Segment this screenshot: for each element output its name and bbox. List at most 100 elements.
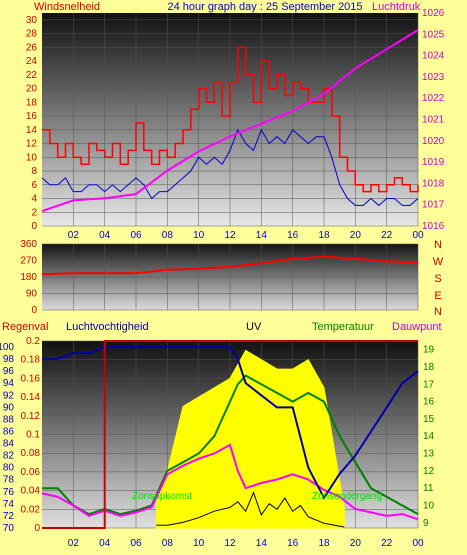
y2-tick-label: 1023 [422,72,445,83]
uv-area [155,349,345,529]
humidity-tick-label: 88 [3,414,15,425]
temperature-tick-label: 14 [423,431,435,442]
x-tick-label: 20 [350,538,362,549]
temperature-tick-label: 10 [423,500,435,511]
x-tick-label: 10 [193,230,205,241]
humidity-tick-label: 98 [3,354,15,365]
humidity-label: Luchtvochtigheid [66,321,149,333]
x-tick-label: 22 [381,538,393,549]
y2-tick-label: 1019 [422,157,445,168]
time-axis-bottom: 02 04 06 08 10 12 14 16 18 20 22 00 [68,538,424,549]
climate-panel-series [41,340,419,529]
y2-tick-label: 1026 [422,8,445,19]
direction-letter-s: S [434,273,441,285]
y-tick-label: 14 [26,125,38,136]
humidity-tick-label: 72 [3,511,15,522]
y2-tick-label: 1021 [422,115,445,126]
temperature-tick-label: 18 [423,362,435,373]
x-tick-label: 02 [68,538,80,549]
y-tick-label: 24 [26,56,38,67]
x-tick-label: 04 [99,538,111,549]
x-tick-label: 16 [287,538,299,549]
y-tick-label: 360 [20,239,37,250]
y-tick-label: 12 [26,139,38,150]
x-tick-label: 08 [162,538,174,549]
temperature-tick-label: 13 [423,449,435,460]
humidity-tick-label: 84 [3,439,15,450]
rain-label: Regenval [2,321,48,333]
y-tick-label: 4 [31,194,37,205]
wind-speed-label: Windsnelheid [34,1,100,13]
y-tick-label: 6 [31,180,37,191]
wind-avg-line [41,128,419,207]
dewpoint-line [41,443,419,521]
y-tick-label: 8 [31,166,37,177]
direction-letter-n: N [434,239,442,251]
rain-axis: 0 0.02 0.04 0.06 0.08 0.1 0.12 0.14 0.16 0.18 0.2 [21,336,41,534]
y-tick-label: 0 [31,221,37,232]
temperature-axis: 9 10 11 12 13 14 15 16 17 18 19 [423,345,435,529]
direction-letter-n2: N [434,306,442,318]
sunset-label: Zonsondergang [312,491,382,502]
humidity-tick-label: 74 [3,499,15,510]
y-tick-label: 20 [26,84,38,95]
humidity-tick-label: 100 [0,342,14,353]
temperature-tick-label: 19 [423,345,435,356]
y2-tick-label: 1017 [422,200,445,211]
rain-tick-label: 0 [34,523,40,534]
page-title: 24 hour graph day : 25 September 2015 [167,1,362,13]
y-tick-label: 16 [26,111,38,122]
temperature-tick-label: 17 [423,379,435,390]
time-axis-top: 02 04 06 08 10 12 14 16 18 20 22 00 [68,230,424,241]
temperature-tick-label: 15 [423,414,435,425]
temperature-tick-label: 16 [423,397,435,408]
humidity-tick-label: 92 [3,390,15,401]
direction-panel-grid [42,243,419,311]
humidity-tick-label: 82 [3,451,15,462]
temperature-tick-label: 11 [423,483,434,494]
rain-line [42,340,418,529]
wind-direction-line [41,255,419,276]
x-tick-label: 12 [224,230,236,241]
temperature-tick-label: 12 [423,466,435,477]
y-tick-label: 28 [26,29,38,40]
uv-label: UV [246,321,262,333]
humidity-tick-label: 70 [3,523,15,534]
y-tick-label: 0 [31,305,37,316]
y2-tick-label: 1020 [422,136,445,147]
x-tick-label: 18 [318,538,330,549]
y2-tick-label: 1022 [422,93,445,104]
x-tick-label: 06 [130,230,142,241]
wind-panel-series [41,29,419,213]
direction-letter-w: W [433,256,444,268]
rain-tick-label: 0.1 [26,430,40,441]
dewpoint-label: Dauwpunt [392,321,442,333]
rain-tick-label: 0.18 [21,355,41,366]
x-tick-label: 00 [412,538,424,549]
direction-panel-series [41,255,419,276]
x-tick-label: 00 [412,230,424,241]
pressure-line [41,29,419,213]
humidity-tick-label: 78 [3,475,15,486]
direction-letter-e: E [434,290,441,302]
y-tick-label: 18 [26,97,38,108]
x-tick-label: 14 [256,538,268,549]
humidity-tick-label: 94 [3,378,15,389]
x-tick-label: 20 [350,230,362,241]
y-tick-label: 90 [26,289,38,300]
temperature-label: Temperatuur [312,321,374,333]
humidity-tick-label: 96 [3,366,15,377]
humidity-tick-label: 86 [3,426,15,437]
y-tick-label: 2 [31,207,37,218]
solar-radiation-line [156,491,345,528]
y-tick-label: 270 [20,256,37,267]
y-tick-label: 22 [26,70,38,81]
rain-tick-label: 0.04 [21,486,41,497]
humidity-line [42,346,419,500]
y-tick-label: 10 [26,152,38,163]
x-tick-label: 16 [287,230,299,241]
y2-tick-label: 1016 [422,221,445,232]
x-tick-label: 08 [162,230,174,241]
